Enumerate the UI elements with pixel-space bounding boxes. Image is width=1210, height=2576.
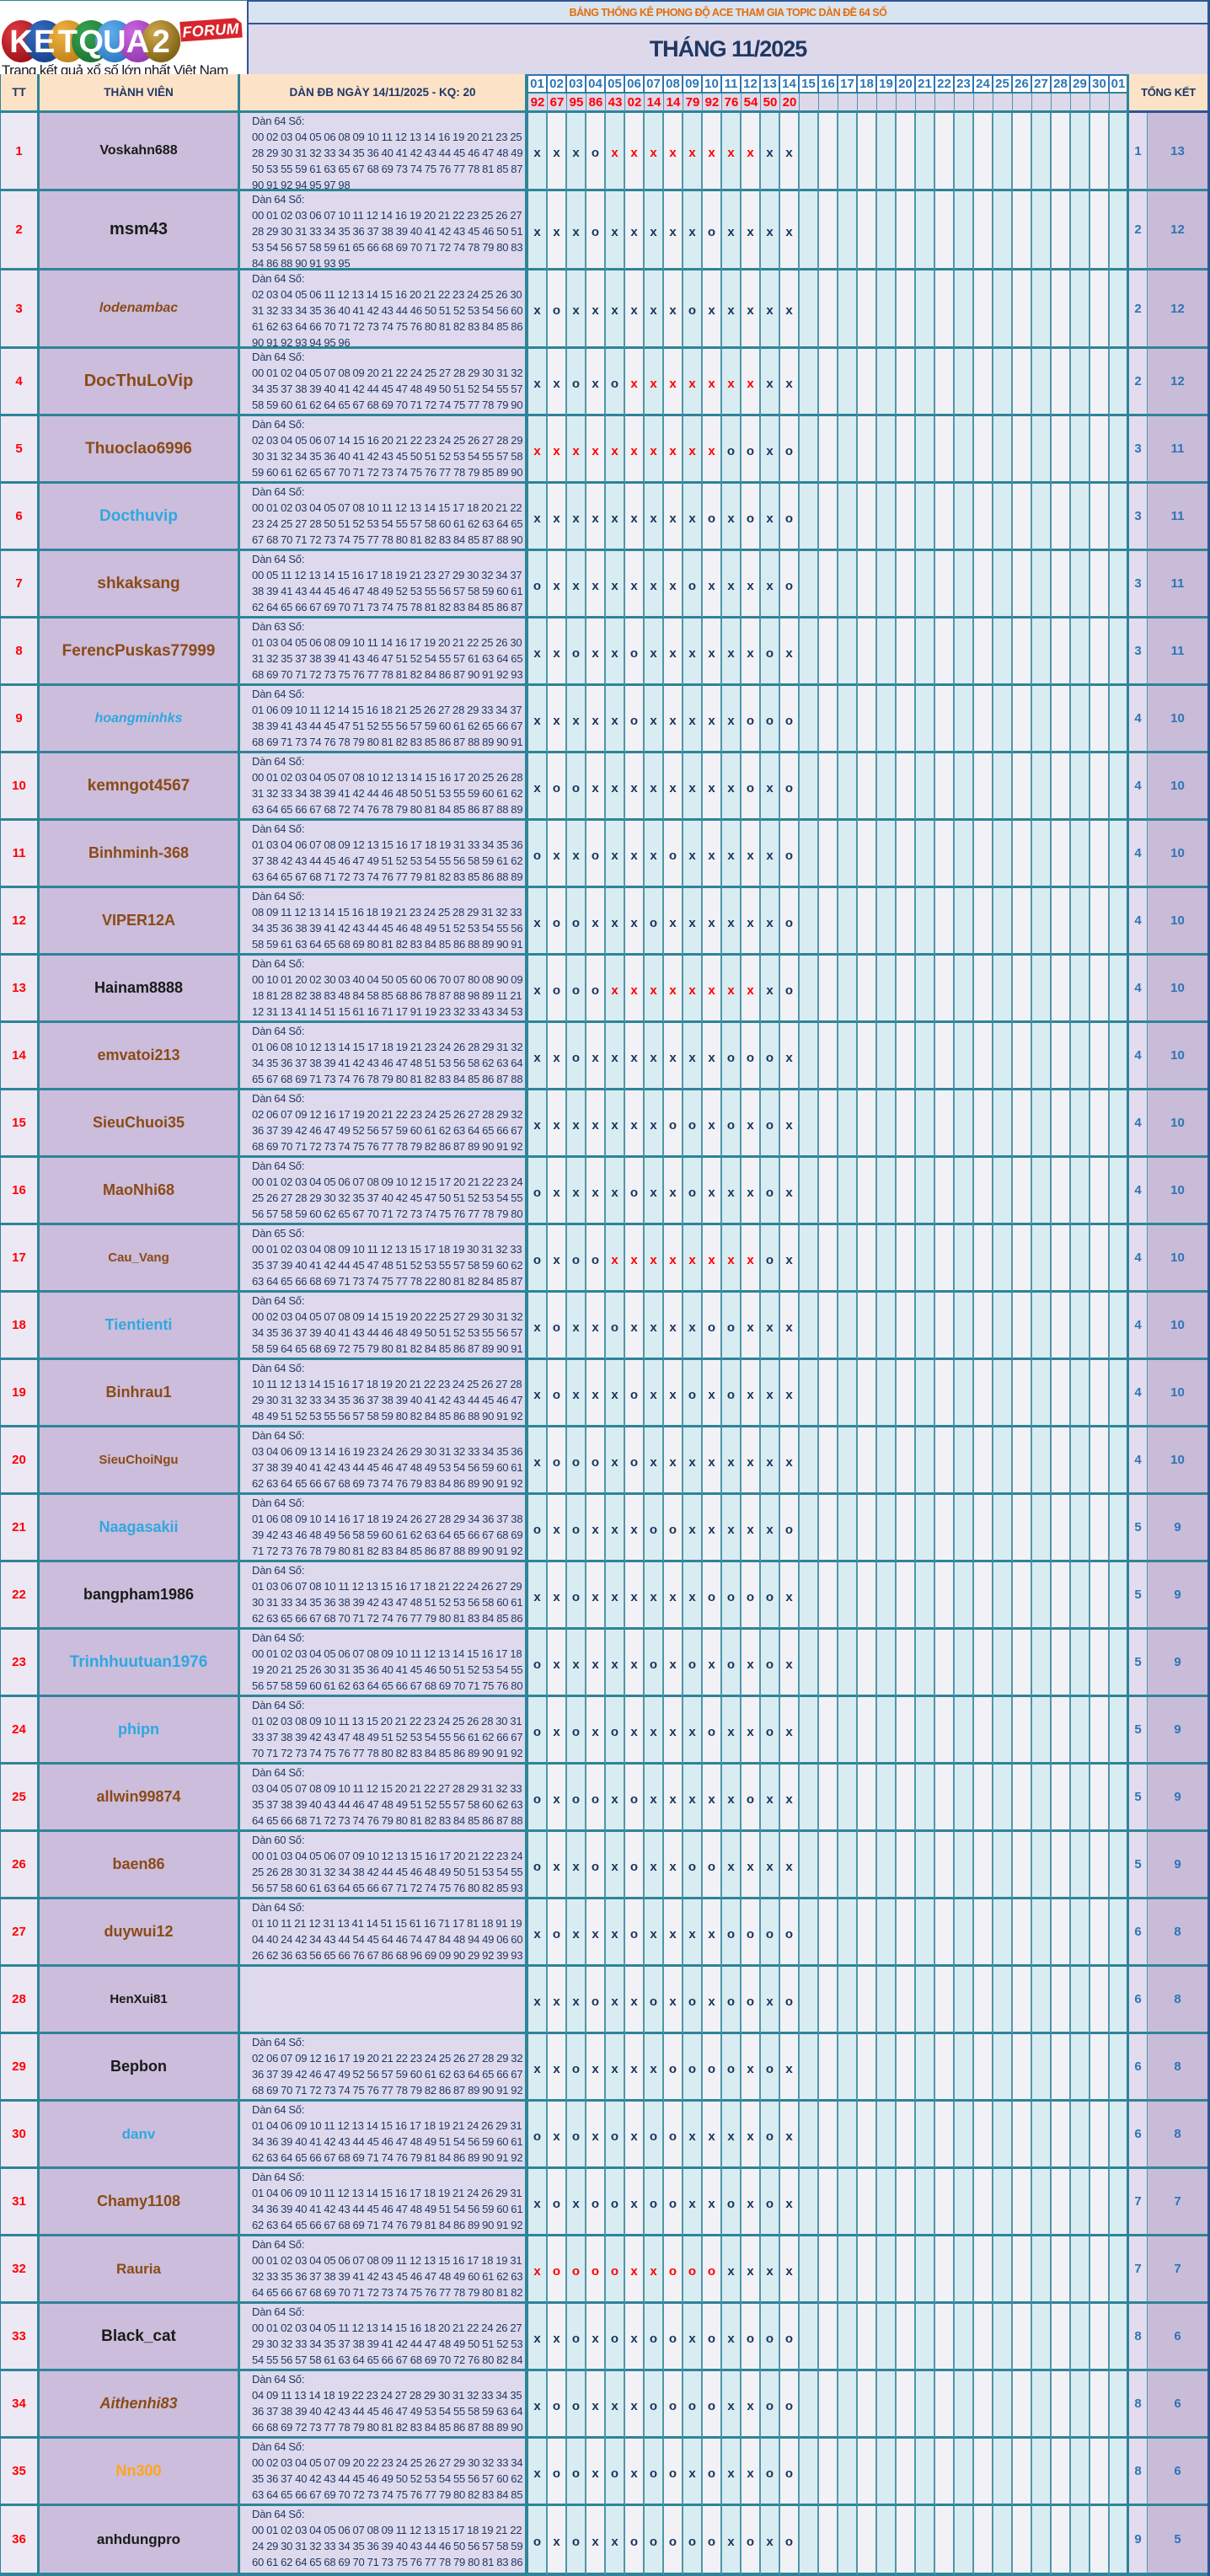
svg-text:Q: Q [78,24,104,60]
svg-text:K: K [9,24,33,60]
svg-text:E: E [34,24,55,60]
svg-text:2: 2 [153,24,170,60]
svg-text:FORUM: FORUM [182,20,240,41]
svg-text:U: U [103,24,126,60]
svg-text:T: T [58,24,78,60]
svg-text:A: A [126,24,149,60]
